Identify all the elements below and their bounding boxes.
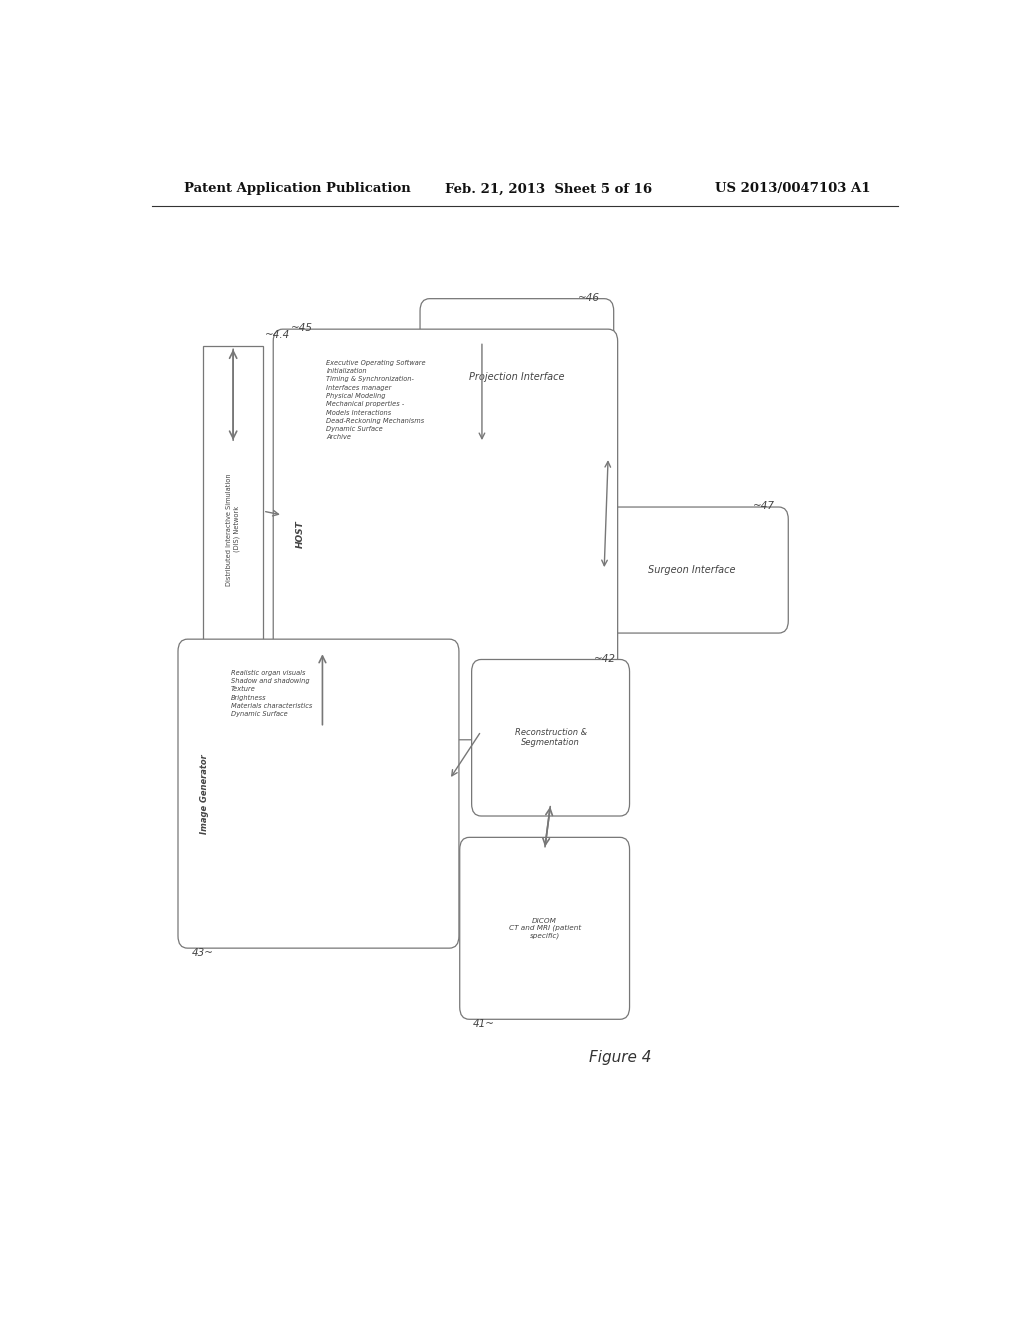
Text: ~42: ~42: [594, 653, 616, 664]
Text: 43~: 43~: [191, 948, 213, 958]
Text: DICOM
CT and MRI (patient
specific): DICOM CT and MRI (patient specific): [509, 917, 581, 939]
Text: Surgeon Interface: Surgeon Interface: [648, 565, 735, 576]
Text: Reconstruction &
Segmentation: Reconstruction & Segmentation: [514, 729, 587, 747]
Text: Executive Operating Software
Initialization
Timing & Synchronization-
Interfaces: Executive Operating Software Initializat…: [327, 359, 426, 441]
Text: ~46: ~46: [579, 293, 600, 302]
FancyBboxPatch shape: [178, 639, 459, 948]
FancyBboxPatch shape: [420, 298, 613, 455]
Text: ~47: ~47: [753, 502, 775, 511]
Text: ~45: ~45: [291, 323, 312, 333]
FancyBboxPatch shape: [460, 837, 630, 1019]
Text: Figure 4: Figure 4: [589, 1051, 651, 1065]
Text: Projection Interface: Projection Interface: [469, 372, 564, 381]
Bar: [204, 346, 263, 713]
Text: Image Generator: Image Generator: [201, 754, 210, 833]
Text: US 2013/0047103 A1: US 2013/0047103 A1: [715, 182, 870, 195]
Text: Feb. 21, 2013  Sheet 5 of 16: Feb. 21, 2013 Sheet 5 of 16: [445, 182, 652, 195]
Text: Distributed Interactive Simulation
(DIS) Network: Distributed Interactive Simulation (DIS)…: [226, 473, 240, 586]
Text: ~4.4: ~4.4: [265, 330, 291, 341]
Text: 41~: 41~: [473, 1019, 496, 1030]
FancyBboxPatch shape: [472, 660, 630, 816]
Text: Realistic organ visuals
Shadow and shadowing
Texture
Brightness
Materials charac: Realistic organ visuals Shadow and shado…: [231, 669, 312, 717]
Text: Patent Application Publication: Patent Application Publication: [183, 182, 411, 195]
Text: HOST: HOST: [296, 520, 305, 548]
FancyBboxPatch shape: [595, 507, 788, 634]
FancyBboxPatch shape: [273, 329, 617, 739]
